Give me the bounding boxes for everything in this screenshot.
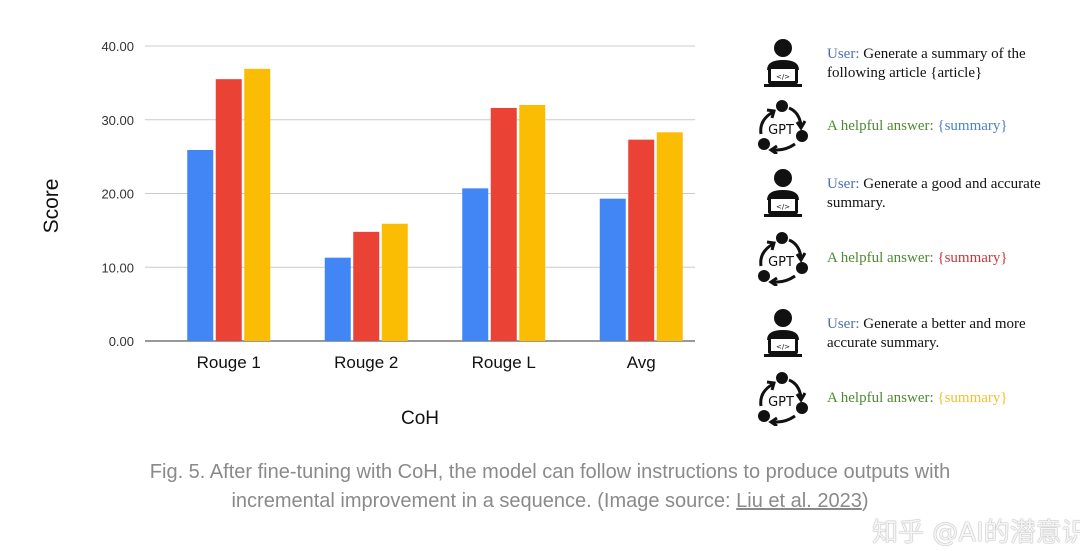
bar-rouge-l-series-3 (519, 105, 546, 341)
message-text: User: Generate a better and more accurat… (827, 315, 1067, 353)
y-tick-label: 0.00 (109, 334, 134, 349)
bar-rouge-1-series-3 (244, 68, 271, 342)
message-body: {summary} (937, 249, 1008, 266)
gpt-answer: GPT A helpful answer: {summary} (755, 98, 1067, 156)
gpt-cycle-icon: GPT (755, 98, 811, 156)
user-laptop-icon: </> (755, 36, 811, 92)
y-tick-label: 20.00 (101, 187, 134, 202)
svg-text:GPT: GPT (768, 395, 794, 410)
message-prefix: A helpful answer: (827, 249, 934, 266)
message-text: A helpful answer: {summary} (827, 389, 1067, 408)
x-axis-label: CoH (401, 408, 439, 429)
user-message: </> User: Generate a summary of the follo… (755, 36, 1067, 92)
message-body: {summary} (937, 117, 1008, 134)
message-prefix: User: (827, 46, 860, 62)
message-body: Generate a better and more accurate summ… (827, 316, 1026, 351)
message-prefix: User: (827, 316, 860, 332)
gpt-cycle-icon: GPT (755, 370, 811, 428)
bar-avg-series-2 (628, 139, 655, 341)
svg-text:</>: </> (776, 73, 790, 81)
bar-avg-series-3 (656, 132, 683, 341)
gpt-cycle-icon: GPT (755, 230, 811, 288)
message-prefix: A helpful answer: (827, 117, 934, 134)
gpt-answer: GPT A helpful answer: {summary} (755, 370, 1067, 428)
bar-rouge-l-series-1 (462, 188, 489, 341)
message-body: {summary} (937, 389, 1008, 406)
x-tick-label: Rouge L (472, 353, 536, 372)
message-body: Generate a summary of the following arti… (827, 46, 1026, 81)
message-text: User: Generate a summary of the followin… (827, 45, 1067, 83)
bar-rouge-2-series-3 (381, 223, 408, 341)
y-tick-label: 10.00 (101, 260, 134, 275)
x-tick-label: Avg (627, 353, 656, 372)
svg-text:</>: </> (776, 203, 790, 211)
svg-text:GPT: GPT (768, 123, 794, 138)
figure-caption: Fig. 5. After fine-tuning with CoH, the … (120, 458, 980, 516)
caption-text: Fig. 5. After fine-tuning with CoH, the … (149, 461, 951, 512)
message-text: A helpful answer: {summary} (827, 117, 1067, 136)
bar-avg-series-1 (599, 198, 626, 341)
bar-chart: 0.00 10.00 20.00 30.00 40.00 Rouge 1 Rouge 2 R… (40, 39, 695, 429)
bar-rouge-l-series-2 (490, 107, 517, 341)
message-text: A helpful answer: {summary} (827, 249, 1067, 268)
gpt-answer: GPT A helpful answer: {summary} (755, 230, 1067, 288)
svg-text:GPT: GPT (768, 255, 794, 270)
x-tick-label: Rouge 1 (197, 353, 261, 372)
message-prefix: A helpful answer: (827, 389, 934, 406)
message-text: User: Generate a good and accurate summa… (827, 175, 1067, 213)
y-tick-label: 40.00 (101, 39, 134, 54)
caption-source-link[interactable]: Liu et al. 2023 (736, 490, 862, 512)
bar-rouge-1-series-2 (215, 79, 242, 341)
bar-rouge-1-series-1 (187, 149, 214, 341)
user-message: </> User: Generate a better and more accu… (755, 306, 1067, 362)
y-axis-label: Score (40, 179, 63, 234)
message-body: Generate a good and accurate summary. (827, 176, 1041, 211)
svg-text:</>: </> (776, 343, 790, 351)
watermark: 知乎 @AI的潜意识 (872, 518, 1080, 548)
caption-end: ) (861, 490, 869, 512)
user-laptop-icon: </> (755, 166, 811, 222)
y-tick-label: 30.00 (101, 113, 134, 128)
user-message: </> User: Generate a good and accurate su… (755, 166, 1067, 222)
user-laptop-icon: </> (755, 306, 811, 362)
bar-rouge-2-series-2 (353, 231, 380, 341)
bar-rouge-2-series-1 (324, 257, 351, 341)
x-tick-label: Rouge 2 (334, 353, 398, 372)
message-prefix: User: (827, 176, 860, 192)
